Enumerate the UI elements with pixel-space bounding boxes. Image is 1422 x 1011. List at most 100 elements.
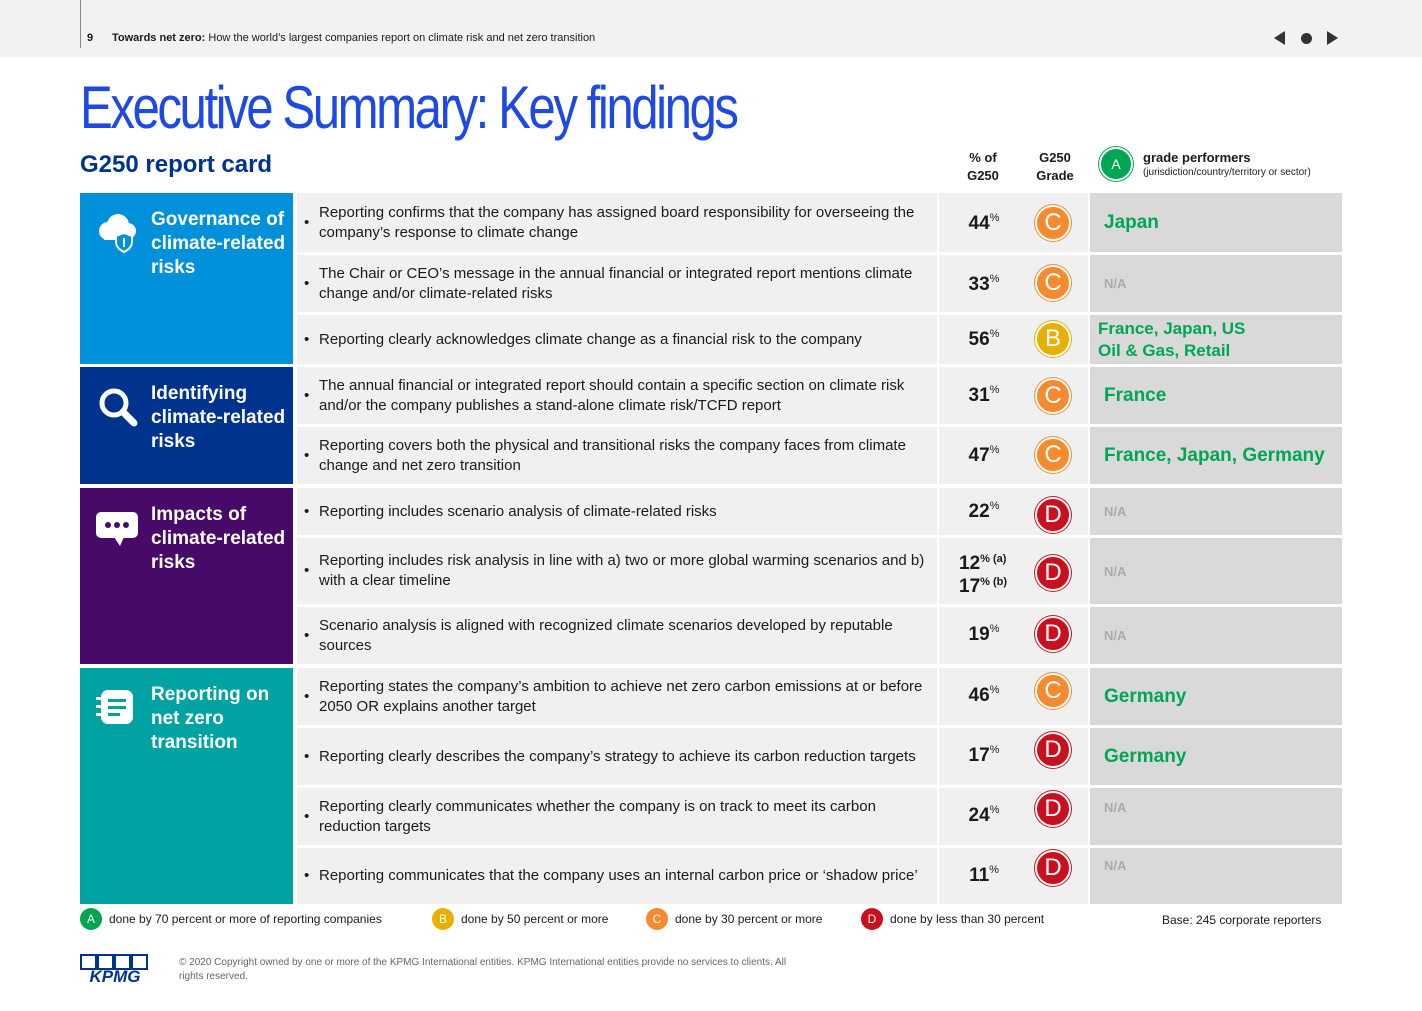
percent-cell: 22% D: [939, 488, 1088, 535]
statement-text: The annual financial or integrated repor…: [319, 376, 905, 414]
notepad-icon: [96, 690, 133, 724]
percent-value: 31%: [968, 384, 1000, 406]
dot-icon: [1300, 32, 1312, 44]
kpmg-logo: KPMG: [80, 954, 148, 985]
grade-d-badge: D: [861, 908, 883, 930]
statement-cell: • Reporting confirms that the company has…: [297, 193, 937, 252]
svg-text:KPMG: KPMG: [90, 967, 141, 985]
percent-value: 17%: [968, 744, 1000, 766]
percent-value-b: 17% (b): [959, 576, 1008, 597]
grade-badge: D: [1035, 555, 1071, 591]
next-page-button[interactable]: [1322, 28, 1342, 48]
percent-cell: 46% C: [939, 668, 1088, 725]
performers-value: N/A: [1104, 800, 1127, 815]
grade-c-badge: C: [646, 908, 668, 930]
header-title: Towards net zero: How the world’s larges…: [112, 32, 595, 44]
performers-cell: N/A: [1090, 488, 1342, 535]
report-card-title: G250 report card: [80, 151, 273, 178]
table-row: • Reporting communicates that the company…: [297, 848, 1342, 904]
percent-value: 11%: [969, 864, 999, 886]
grade-header-line2: Grade: [1036, 168, 1074, 183]
grade-badge: D: [1035, 732, 1071, 768]
statement-text: Scenario analysis is aligned with recogn…: [319, 616, 893, 654]
performers-cell: Germany: [1090, 728, 1342, 785]
percent-value: 44%: [968, 212, 1000, 234]
table-row: • Reporting includes scenario analysis of…: [297, 488, 1342, 535]
grade-badge: D: [1035, 616, 1071, 652]
category-impacts: Impacts of climate-related risks: [80, 488, 293, 664]
statement-cell: • The Chair or CEO’s message in the annua…: [297, 255, 937, 312]
percent-value: 47%: [968, 444, 1000, 466]
percent-value: 19%: [968, 623, 1000, 645]
statement-text: Reporting communicates that the company …: [319, 867, 918, 884]
statement-text: Reporting clearly acknowledges climate c…: [319, 330, 862, 348]
performers-header-subtitle: (jurisdiction/country/territory or secto…: [1143, 167, 1311, 178]
performers-value: N/A: [1104, 858, 1127, 873]
percent-cell: 47% C: [939, 427, 1088, 484]
legend-item-c: C done by 30 percent or more: [646, 908, 822, 930]
percent-cell: 19% D: [939, 607, 1088, 664]
table-row: • The Chair or CEO’s message in the annua…: [297, 255, 1342, 312]
performers-value: Germany: [1104, 685, 1187, 707]
performers-cell: N/A: [1090, 607, 1342, 664]
percent-value: 33%: [968, 273, 1000, 295]
statement-text: The Chair or CEO’s message in the annual…: [319, 264, 913, 302]
performers-value: N/A: [1104, 628, 1127, 643]
performers-cell: N/A: [1090, 848, 1342, 904]
performers-value: N/A: [1104, 563, 1127, 579]
grade-header-line1: G250: [1039, 150, 1071, 165]
statement-cell: • Reporting clearly acknowledges climate …: [297, 315, 937, 364]
percent-value-a: 12% (a): [959, 553, 1007, 574]
category-net-zero: Reporting on net zero transition: [80, 668, 293, 904]
percent-cell: 33% C: [939, 255, 1088, 312]
cloud-shield-icon: [99, 214, 136, 254]
grade-column-header: G250 Grade: [1026, 149, 1084, 185]
category-label: Impacts of climate-related risks: [151, 504, 286, 573]
performers-sector: Oil & Gas, Retail: [1098, 340, 1231, 360]
pct-header-line2: G250: [967, 168, 999, 183]
performers-header-title: grade performers: [1143, 150, 1251, 165]
grade-badge: C: [1035, 378, 1071, 414]
grade-badge: D: [1035, 850, 1071, 886]
percent-value: 22%: [968, 500, 1000, 522]
table-row: • Reporting clearly acknowledges climate …: [297, 315, 1342, 364]
performers-value: Germany: [1104, 745, 1187, 767]
top-bar: 9 Towards net zero: How the world’s larg…: [0, 0, 1422, 57]
performers-cell: France, Japan, US Oil & Gas, Retail: [1090, 315, 1342, 364]
performers-cell: Germany: [1090, 668, 1342, 725]
legend-item-d: D done by less than 30 percent: [861, 908, 1044, 930]
home-button[interactable]: [1296, 28, 1316, 48]
percent-cell: 24% D: [939, 788, 1088, 845]
previous-page-button[interactable]: [1269, 28, 1289, 48]
arrow-left-icon: [1273, 31, 1285, 45]
percent-cell: 56% B: [939, 315, 1088, 364]
percent-cell: 17% D: [939, 728, 1088, 785]
statement-cell: • Scenario analysis is aligned with recog…: [297, 607, 937, 664]
performers-value: N/A: [1104, 276, 1127, 291]
table-row: • Reporting clearly communicates whether …: [297, 788, 1342, 845]
table-row: • The annual financial or integrated repo…: [297, 367, 1342, 424]
statement-text: Reporting confirms that the company has …: [319, 203, 915, 241]
table-row: • Reporting covers both the physical and …: [297, 427, 1342, 484]
performers-value: N/A: [1104, 504, 1127, 519]
page-number: 9: [87, 32, 94, 44]
performers-value: France, Japan, Germany: [1104, 444, 1325, 466]
statement-cell: • Reporting clearly describes the company…: [297, 728, 937, 785]
percent-value: 56%: [968, 328, 1000, 350]
table-row: • Reporting includes risk analysis in lin…: [297, 538, 1342, 604]
statement-text: Reporting includes scenario analysis of …: [319, 502, 717, 520]
grade-b-badge: B: [432, 908, 454, 930]
grade-badge: C: [1035, 437, 1071, 473]
percent-value: 24%: [968, 804, 1000, 826]
statement-text: Reporting clearly communicates whether t…: [319, 797, 876, 835]
percent-cell: 31% C: [939, 367, 1088, 424]
grade-badge: D: [1035, 791, 1071, 827]
performers-value: France, Japan, US: [1098, 318, 1246, 338]
base-note: Base: 245 corporate reporters: [1162, 913, 1322, 927]
percent-cell: 12% (a) 17% (b) D: [939, 538, 1088, 604]
statement-cell: • Reporting includes scenario analysis of…: [297, 488, 937, 535]
percent-value: 46%: [968, 684, 1000, 706]
copyright-text: © 2020 Copyright owned by one or more of…: [179, 957, 787, 982]
legend-text: done by 50 percent or more: [461, 912, 609, 926]
performers-cell: N/A: [1090, 255, 1342, 312]
